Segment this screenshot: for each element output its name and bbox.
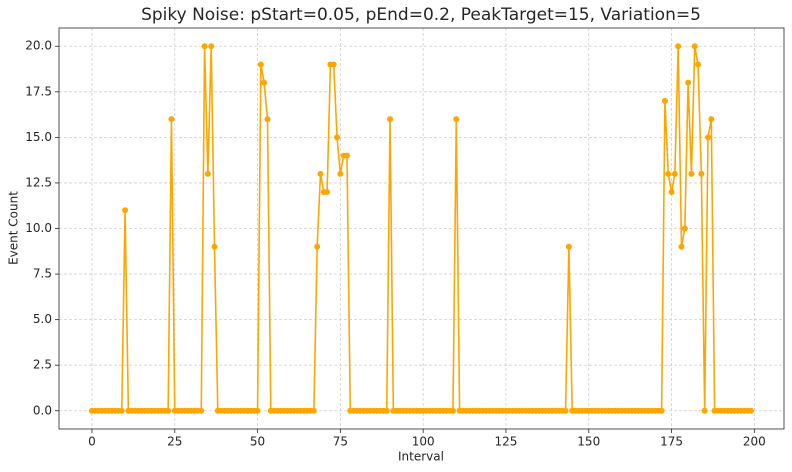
data-point	[330, 61, 337, 68]
data-point	[658, 407, 665, 414]
data-point	[337, 170, 344, 177]
data-point	[661, 97, 668, 104]
data-point	[168, 116, 175, 123]
data-point	[198, 407, 205, 414]
y-tick-label: 10.0	[25, 221, 52, 235]
data-point	[704, 134, 711, 141]
data-point	[387, 116, 394, 123]
x-tick-label: 100	[412, 435, 435, 449]
data-point	[343, 152, 350, 159]
y-tick-label: 15.0	[25, 130, 52, 144]
data-point	[681, 225, 688, 232]
data-point	[334, 134, 341, 141]
x-tick-label: 0	[88, 435, 96, 449]
data-point	[688, 170, 695, 177]
data-point	[324, 189, 331, 196]
data-point	[204, 170, 211, 177]
data-point	[449, 407, 456, 414]
x-tick-label: 150	[577, 435, 600, 449]
y-tick-label: 7.5	[33, 267, 52, 281]
data-point	[665, 170, 672, 177]
data-point	[698, 170, 705, 177]
data-point	[675, 43, 682, 50]
data-point	[254, 407, 261, 414]
data-point	[565, 243, 572, 250]
data-point	[118, 407, 125, 414]
data-point	[314, 243, 321, 250]
x-tick-label: 200	[743, 435, 766, 449]
x-axis-label: Interval	[398, 450, 444, 464]
data-point	[695, 61, 702, 68]
y-tick-label: 12.5	[25, 175, 52, 189]
plot-frame	[58, 27, 785, 430]
data-point	[685, 79, 692, 86]
data-point	[165, 407, 172, 414]
x-tick-label: 75	[333, 435, 348, 449]
data-point	[122, 207, 129, 214]
data-point	[257, 61, 264, 68]
y-axis-label: Event Count	[7, 191, 21, 265]
y-tick-label: 5.0	[33, 312, 52, 326]
data-point	[208, 43, 215, 50]
data-point	[708, 116, 715, 123]
data-point	[317, 170, 324, 177]
data-point	[668, 189, 675, 196]
data-point	[671, 170, 678, 177]
data-point	[701, 407, 708, 414]
data-point	[261, 79, 268, 86]
x-tick-label: 125	[495, 435, 518, 449]
x-tick-label: 50	[250, 435, 265, 449]
data-point	[748, 407, 755, 414]
data-point	[678, 243, 685, 250]
data-point	[562, 407, 569, 414]
data-point	[310, 407, 317, 414]
data-point	[211, 243, 218, 250]
data-point	[691, 43, 698, 50]
data-point	[383, 407, 390, 414]
y-tick-label: 20.0	[25, 39, 52, 53]
chart-title: Spiky Noise: pStart=0.05, pEnd=0.2, Peak…	[141, 5, 701, 25]
data-point	[201, 43, 208, 50]
x-tick-label: 25	[167, 435, 182, 449]
x-tick-label: 175	[660, 435, 683, 449]
y-tick-label: 17.5	[25, 84, 52, 98]
data-point	[264, 116, 271, 123]
y-tick-label: 2.5	[33, 358, 52, 372]
y-tick-label: 0.0	[33, 403, 52, 417]
data-point	[453, 116, 460, 123]
